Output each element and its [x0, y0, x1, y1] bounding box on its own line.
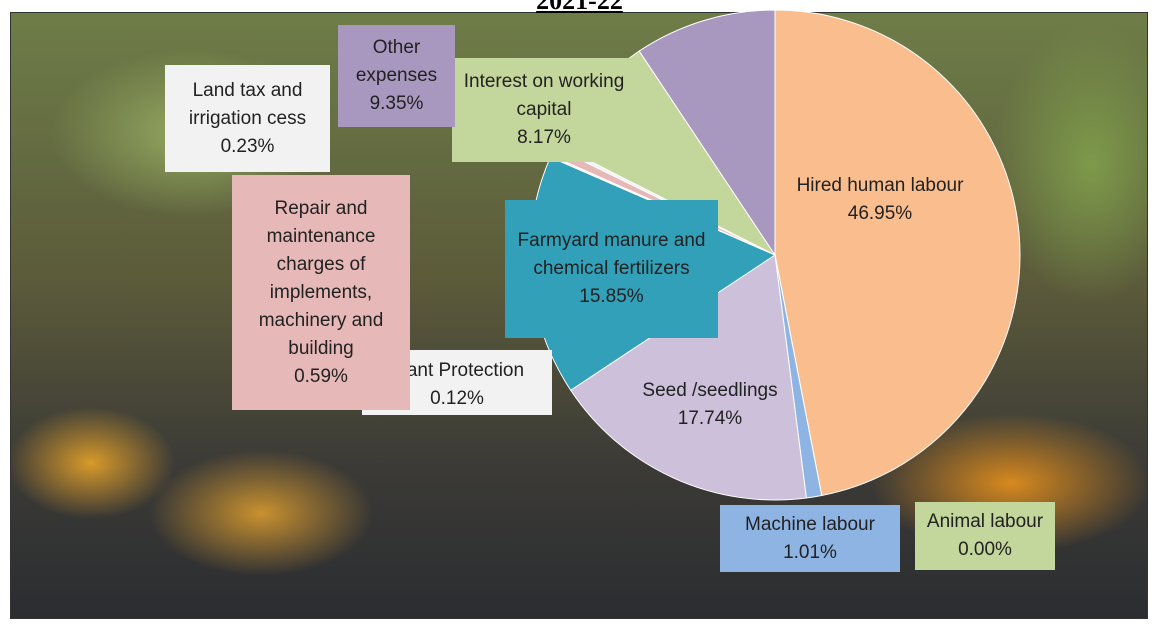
label-name: Seed /seedlings — [642, 377, 777, 405]
label-value: 8.17% — [517, 124, 571, 152]
label-value: 0.23% — [221, 133, 275, 161]
label-value: 9.35% — [370, 90, 424, 118]
label-value: 1.01% — [783, 539, 837, 567]
label-name: Repair and maintenance charges of implem… — [238, 195, 404, 363]
label-value: 17.74% — [678, 405, 742, 433]
label-name: Interest on working capital — [458, 68, 630, 124]
label-value: 46.95% — [848, 200, 912, 228]
label-name: Animal labour — [927, 508, 1043, 536]
label-name: Land tax and irrigation cess — [171, 77, 324, 133]
data-label: Farmyard manure and chemical fertilizers… — [505, 200, 718, 338]
label-value: 15.85% — [579, 283, 643, 311]
label-value: 0.00% — [958, 536, 1012, 564]
label-name: Plant Protection — [390, 357, 524, 385]
chart-title: 2021-22 — [0, 0, 1159, 16]
label-name: Hired human labour — [797, 172, 964, 200]
label-name: Machine labour — [745, 511, 875, 539]
label-value: 0.12% — [430, 385, 484, 413]
page: 2021-22 Hired human labour46.95% Animal l… — [0, 0, 1159, 630]
data-label: Repair and maintenance charges of implem… — [232, 175, 410, 410]
label-value: 0.59% — [294, 363, 348, 391]
label-name: Other expenses — [344, 34, 449, 90]
label-name: Farmyard manure and chemical fertilizers — [511, 227, 712, 283]
